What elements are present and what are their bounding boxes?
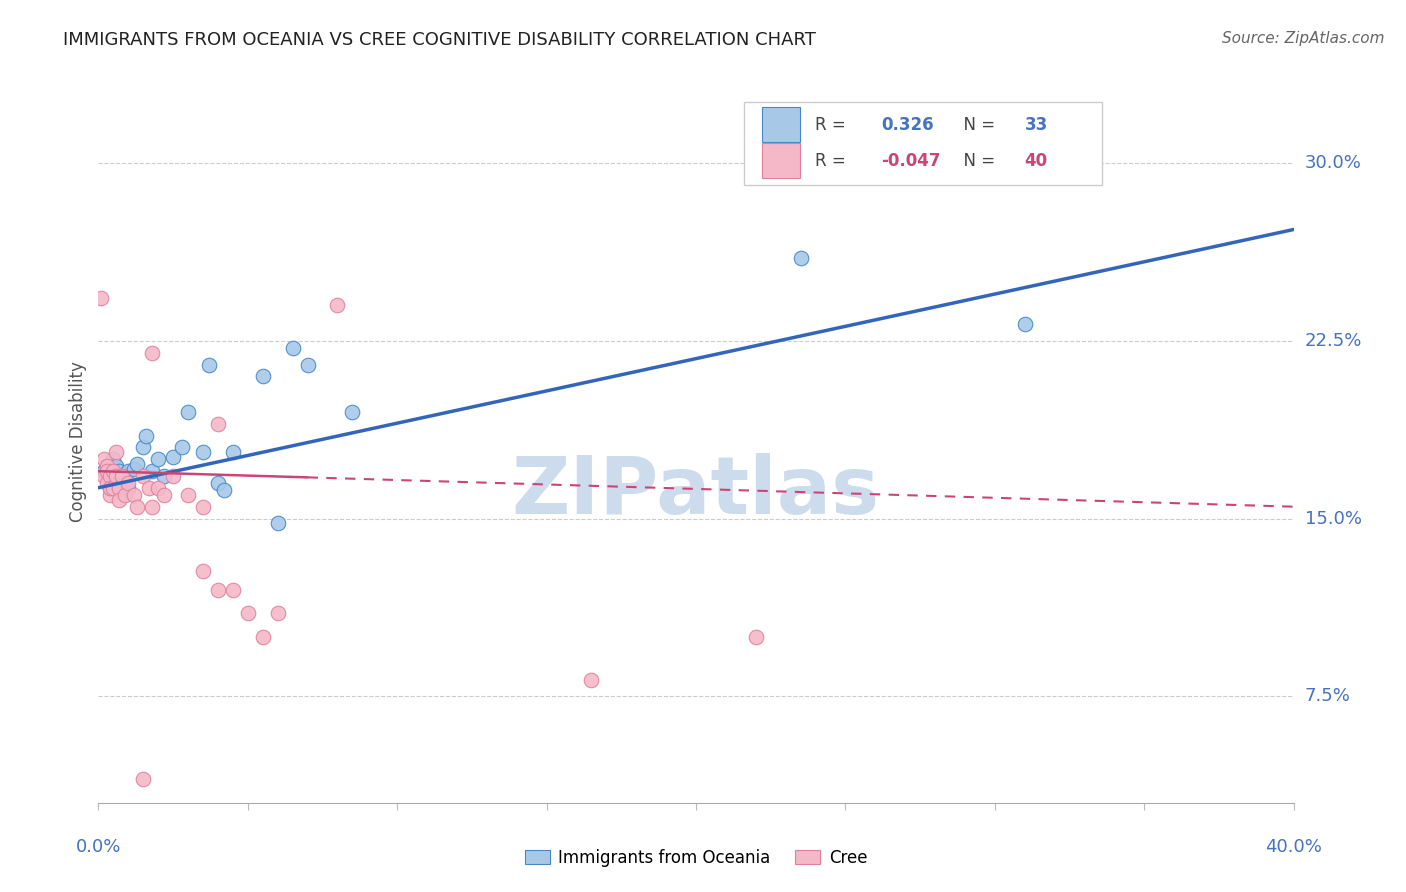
Text: 0.0%: 0.0% [76,838,121,855]
Point [132,441,155,455]
Point [148,452,170,467]
Point [141,500,163,514]
Text: 30.0%: 30.0% [1305,154,1361,172]
Text: R =: R = [815,116,852,134]
Point [172,441,194,455]
Point [267,607,290,621]
Text: Source: ZipAtlas.com: Source: ZipAtlas.com [1222,31,1385,46]
Text: 0.326: 0.326 [882,116,934,134]
Legend: Immigrants from Oceania, Cree: Immigrants from Oceania, Cree [524,848,868,867]
Text: 22.5%: 22.5% [1305,332,1362,350]
Point [98,481,122,495]
Text: 33: 33 [1025,116,1047,134]
Point [117,464,139,478]
Point [326,298,349,312]
Point [135,428,157,442]
Point [108,492,131,507]
Point [789,251,811,265]
Point [267,516,290,531]
Point [98,469,122,483]
Point [111,469,134,483]
Point [191,564,214,578]
Point [162,450,184,464]
Point [105,459,128,474]
Text: 15.0%: 15.0% [1305,509,1361,527]
Point [153,469,176,483]
Point [745,630,768,644]
Point [148,481,170,495]
Point [138,481,160,495]
Point [103,452,125,467]
Point [98,481,122,495]
Point [236,607,259,621]
Point [212,483,235,497]
Point [177,488,200,502]
Point [96,459,118,474]
Text: 7.5%: 7.5% [1305,687,1351,706]
Point [98,469,122,483]
Point [132,772,155,786]
Point [98,488,122,502]
Point [111,469,134,483]
Point [96,459,118,474]
Point [581,673,603,687]
Point [103,481,125,495]
Point [108,481,131,495]
Text: -0.047: -0.047 [882,153,941,170]
Point [141,345,163,359]
Point [124,488,146,502]
Point [96,475,118,490]
Point [252,630,274,644]
Point [96,464,118,478]
Point [207,582,229,597]
Point [297,358,319,372]
Text: N =: N = [953,116,1000,134]
Point [117,481,139,495]
Point [108,464,131,478]
Point [105,469,128,483]
Point [153,488,176,502]
Point [127,457,149,471]
Point [342,405,364,419]
Point [132,469,155,483]
Point [1014,318,1036,332]
Point [198,358,221,372]
Point [114,488,136,502]
Text: N =: N = [953,153,1000,170]
FancyBboxPatch shape [762,143,800,178]
FancyBboxPatch shape [744,102,1102,185]
Point [93,469,115,483]
Point [281,341,304,355]
Point [191,500,214,514]
Y-axis label: Cognitive Disability: Cognitive Disability [69,361,87,522]
Text: 40.0%: 40.0% [1265,838,1322,855]
Point [207,475,229,490]
Point [207,417,229,431]
FancyBboxPatch shape [762,107,800,142]
Point [114,475,136,490]
Point [105,445,128,459]
Point [222,445,245,459]
Point [141,464,163,478]
Point [117,475,139,490]
Point [162,469,184,483]
Point [177,405,200,419]
Point [124,462,146,476]
Point [103,464,125,478]
Text: IMMIGRANTS FROM OCEANIA VS CREE COGNITIVE DISABILITY CORRELATION CHART: IMMIGRANTS FROM OCEANIA VS CREE COGNITIV… [63,31,815,49]
Point [252,369,274,384]
Point [93,464,115,478]
Point [127,500,149,514]
Text: ZIPatlas: ZIPatlas [512,453,880,531]
Point [93,452,115,467]
Text: R =: R = [815,153,852,170]
Point [222,582,245,597]
Text: 40: 40 [1025,153,1047,170]
Point [90,291,112,305]
Point [191,445,214,459]
